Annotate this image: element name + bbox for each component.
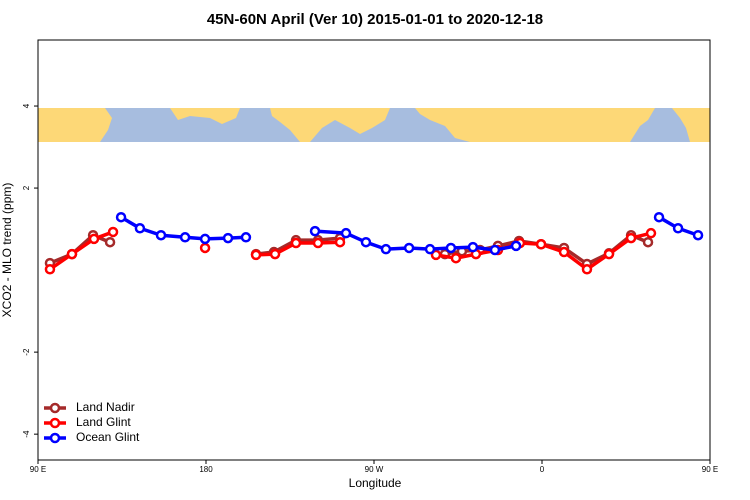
data-point [558,246,570,258]
data-point [199,233,211,245]
data-point [403,242,415,254]
data-point [424,243,436,255]
chart-title: 45N-60N April (Ver 10) 2015-01-01 to 202… [207,11,543,28]
y-tick-label: 2 [22,185,31,190]
legend-marker [49,417,61,429]
data-point [290,237,302,249]
data-point [199,242,211,254]
y-tick-label: -2 [22,348,31,356]
data-point [250,249,262,261]
data-point [380,243,392,255]
data-point [445,242,457,254]
data-point [179,232,191,243]
data-point [642,236,654,248]
data-point [240,232,252,243]
data-point [88,233,100,245]
data-point [430,249,442,261]
x-tick-label: 90 E [30,465,46,474]
x-tick-label: 90 W [365,465,384,474]
data-point [360,236,372,248]
data-point [450,252,462,264]
data-point [692,229,704,241]
data-point [134,223,146,234]
legend-marker [49,432,61,444]
data-point [222,232,234,244]
x-tick-label: 180 [199,465,213,474]
y-axis-label: XCO2 - MLO trend (ppm) [0,183,14,318]
legend-label: Land Glint [76,415,131,429]
data-point [269,248,281,260]
legend-label: Land Nadir [76,400,135,414]
data-point [467,241,479,253]
data-point [581,264,593,275]
y-tick-label: -4 [22,430,31,438]
data-point [535,239,547,250]
data-point [104,236,116,248]
data-point [115,211,127,223]
data-point [653,211,665,223]
data-point [155,229,167,241]
data-point [672,223,684,234]
y-tick-label: 4 [22,103,31,108]
data-point [645,227,657,239]
data-point [603,248,615,260]
data-point [625,232,637,244]
data-point [107,226,119,238]
legend-marker [49,402,61,414]
data-point [510,240,522,252]
data-point [66,248,78,260]
data-point [309,225,321,237]
map-band [38,108,710,142]
data-point [340,227,352,239]
data-point [334,236,346,248]
data-point [489,244,501,256]
x-axis-label: Longitude [349,476,402,490]
x-tick-label: 90 E [702,465,718,474]
data-point [44,264,56,275]
data-point [312,237,324,249]
x-tick-label: 0 [540,465,545,474]
legend-label: Ocean Glint [76,430,140,444]
